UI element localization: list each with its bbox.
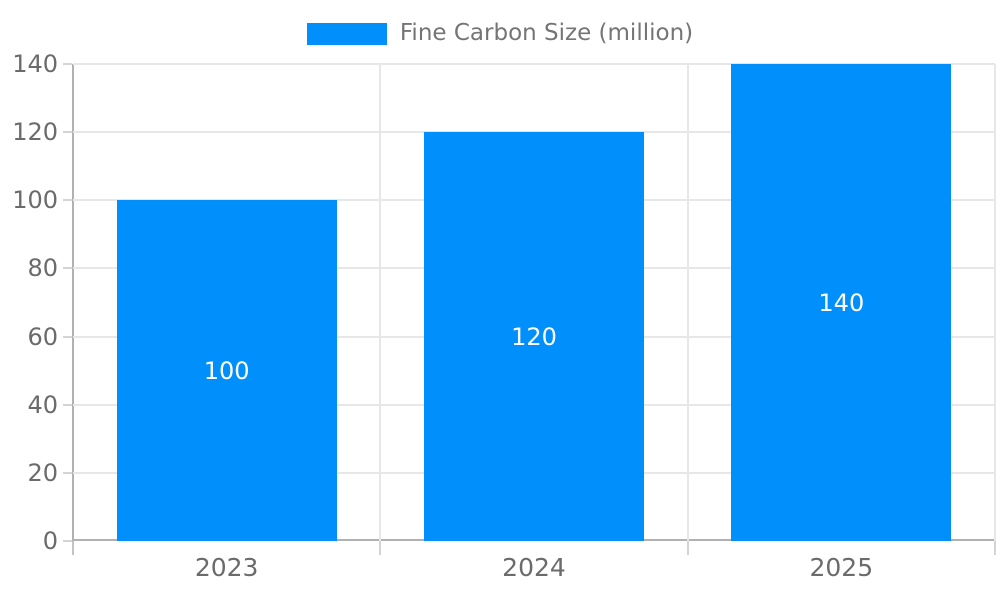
y-axis-tick [63, 267, 72, 270]
x-axis-tick [686, 541, 689, 555]
y-axis-tick [63, 540, 72, 542]
y-axis-tick-label: 60 [27, 322, 58, 351]
y-axis-tick-label: 0 [42, 527, 58, 555]
bar-value-label: 120 [511, 322, 557, 351]
y-axis-tick-label: 80 [27, 254, 58, 283]
y-axis-tick [63, 403, 72, 406]
bar-2025[interactable]: 140 [731, 64, 952, 541]
y-axis-tick-label: 140 [12, 50, 58, 78]
y-axis-tick-label: 20 [27, 458, 58, 487]
legend-item[interactable]: Fine Carbon Size (million) [306, 20, 694, 47]
y-axis-line [72, 64, 74, 541]
y-axis-tick-label: 40 [27, 390, 58, 419]
y-axis-tick [63, 63, 72, 65]
x-axis-tick [994, 541, 996, 555]
x-axis-label: 2023 [194, 553, 259, 582]
bar-value-label: 140 [818, 288, 865, 317]
legend-marker-icon [306, 22, 387, 45]
plot-area: 100 120 140 [63, 63, 996, 555]
x-axis-tick [379, 541, 382, 555]
y-axis-tick [63, 131, 72, 134]
legend-label: Fine Carbon Size (million) [399, 20, 694, 46]
y-axis-tick [63, 199, 72, 202]
gridline-vertical [686, 64, 689, 541]
gridline-vertical [994, 64, 996, 541]
bar-value-label: 100 [203, 356, 250, 385]
y-axis-tick [63, 335, 72, 338]
gridline-vertical [379, 64, 382, 541]
bar-2023[interactable]: 100 [116, 200, 337, 541]
gridline-horizontal [73, 63, 995, 65]
y-axis-tick [63, 471, 72, 474]
legend: Fine Carbon Size (million) [0, 20, 1000, 47]
y-axis-tick-label: 120 [12, 118, 58, 147]
x-axis-label: 2024 [502, 553, 566, 582]
x-axis-tick [72, 541, 74, 555]
bar-2024[interactable]: 120 [423, 132, 645, 541]
y-axis-tick-label: 100 [12, 186, 58, 215]
x-axis-label: 2025 [809, 553, 874, 582]
